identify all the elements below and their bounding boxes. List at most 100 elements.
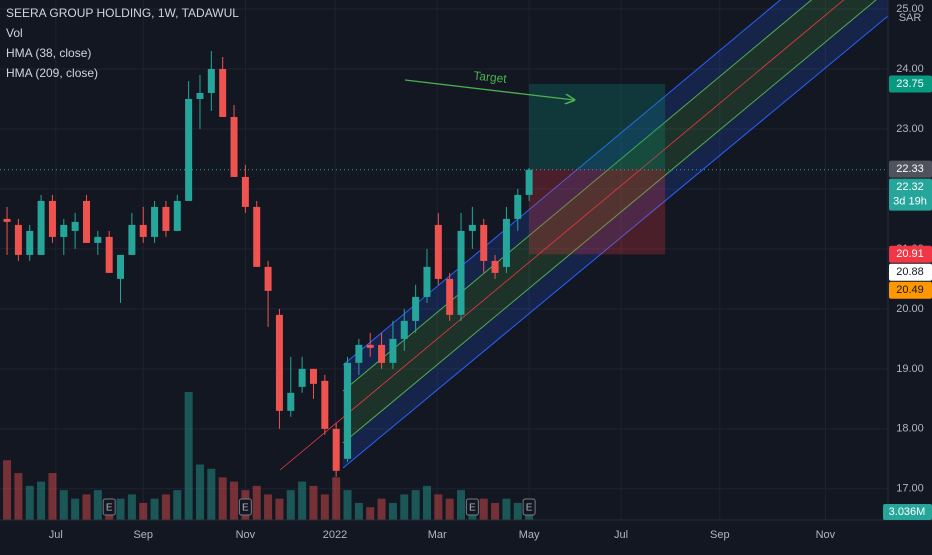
channel-line — [342, 0, 781, 366]
x-tick-label: Sep — [133, 529, 153, 541]
candle-body — [309, 368, 317, 384]
legend-title: SEERA GROUP HOLDING, 1W, TADAWUL — [6, 6, 239, 20]
axes: 17.0018.0019.0020.0021.0022.0023.0024.00… — [49, 3, 932, 541]
x-tick-label: Jul — [49, 529, 63, 541]
volume-bar — [3, 460, 12, 520]
candle-body — [287, 392, 295, 411]
y-tick-label: 24.00 — [896, 63, 924, 75]
target-zone — [529, 83, 666, 170]
price-label: 22.32 — [896, 181, 924, 193]
volume-bar — [400, 494, 409, 520]
price-label-bg — [889, 178, 932, 211]
volume-bar — [173, 490, 182, 520]
candle-body — [480, 224, 488, 261]
channel-mid — [279, 0, 845, 471]
y-tick-label: 19.00 — [896, 363, 924, 375]
candle-body — [151, 206, 159, 237]
candle-body — [264, 266, 272, 291]
volume-bar — [14, 473, 23, 520]
candle-body — [14, 224, 22, 255]
legend-line: HMA (38, close) — [6, 46, 91, 60]
candle-body — [94, 236, 102, 243]
candle-body — [71, 221, 79, 231]
volume-bar — [139, 502, 148, 520]
volume-bar — [82, 494, 91, 520]
price-label-bg — [889, 75, 932, 93]
candle-body — [389, 338, 397, 363]
candle-body — [185, 98, 193, 201]
volume-bar — [116, 498, 125, 520]
candle-body — [412, 296, 420, 321]
earnings-marker — [102, 498, 116, 516]
volume-bar — [343, 490, 352, 520]
volume-bar — [275, 498, 284, 520]
volume-bar — [230, 481, 239, 520]
volume-bar — [127, 494, 136, 520]
price-label: 22.33 — [896, 163, 924, 175]
y-tick-label: 25.00 — [896, 3, 924, 15]
volume-bar — [298, 481, 307, 520]
volume-bar — [150, 498, 159, 520]
candle-body — [3, 218, 11, 222]
x-tick-label: Mar — [428, 529, 447, 541]
candle-body — [502, 218, 510, 267]
candle-body — [82, 200, 90, 243]
volume-bar — [48, 473, 57, 520]
volume-bar — [388, 502, 397, 520]
price-label-bg — [889, 263, 932, 281]
volume-bar — [161, 494, 170, 520]
earnings-label: E — [106, 503, 113, 514]
volume-bar — [195, 464, 204, 520]
volume-bar — [207, 468, 216, 520]
earnings-label: E — [469, 503, 476, 514]
candle-body — [139, 224, 147, 237]
volume-bar — [366, 507, 375, 520]
channel-line — [342, 15, 888, 469]
volume-bar — [309, 485, 318, 520]
candle-body — [332, 428, 340, 471]
target-arrow — [404, 79, 574, 100]
volume-bar — [491, 502, 500, 520]
currency: SAR — [899, 12, 922, 24]
earnings-label: E — [242, 503, 249, 514]
volume-bar — [457, 490, 466, 520]
volume-bar — [59, 490, 68, 520]
volume-bar — [37, 481, 46, 520]
volume-bar — [479, 498, 488, 520]
volume-bar — [25, 485, 34, 520]
price-label-bg — [889, 160, 932, 178]
volume-bar — [422, 485, 431, 520]
volume-bar — [332, 477, 341, 520]
candle-body — [275, 314, 283, 411]
candle-body — [105, 236, 113, 273]
volume-bar — [71, 498, 80, 520]
price-label: 20.88 — [896, 266, 924, 278]
candle-body — [219, 68, 227, 117]
volume-bar — [513, 502, 522, 520]
x-tick-label: Jul — [614, 529, 628, 541]
candle-body — [48, 200, 56, 237]
volume-bar — [252, 485, 261, 520]
volume-bar — [377, 498, 386, 520]
volume-bar — [354, 502, 363, 520]
volume-bar — [502, 498, 511, 520]
x-tick-label: Nov — [816, 529, 836, 541]
annotation: Target — [473, 68, 508, 85]
price-label: 20.91 — [896, 248, 924, 260]
candle-body — [491, 260, 499, 273]
x-tick-label: May — [519, 529, 540, 541]
volume-label-bg — [883, 504, 932, 520]
price-label: 20.49 — [896, 284, 924, 296]
volume-bar — [93, 490, 102, 520]
volume-bar — [184, 392, 193, 520]
grid — [0, 0, 888, 520]
candle-body — [37, 200, 45, 255]
candle-body — [434, 224, 442, 279]
volume-bar — [264, 494, 273, 520]
channel-line — [342, 0, 877, 444]
candle-body — [196, 92, 204, 99]
candle-body — [423, 266, 431, 297]
candle-body — [162, 206, 170, 231]
